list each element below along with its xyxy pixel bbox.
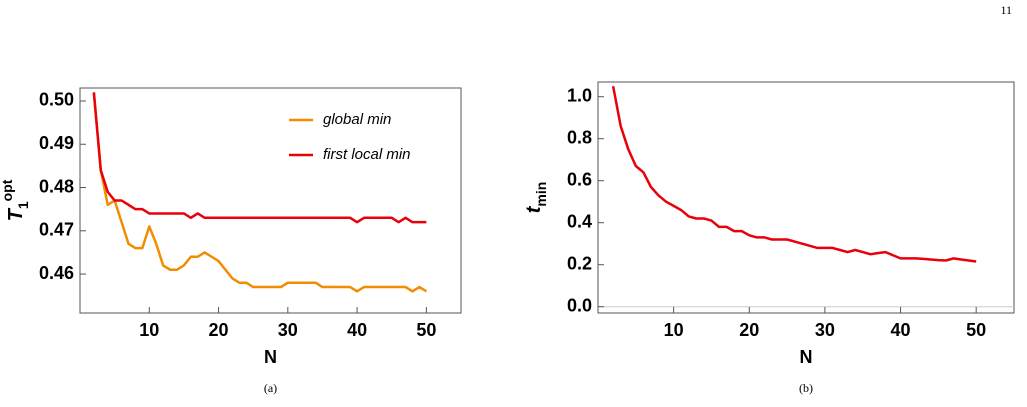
line-series	[92, 92, 428, 293]
y-tick-label: 0.47	[39, 220, 74, 240]
y-label-sup: opt	[0, 179, 15, 201]
x-tick-label: 20	[209, 320, 229, 340]
caption: (a)	[264, 381, 277, 395]
plot-frame	[597, 81, 1015, 314]
page-number: 11	[1000, 3, 1012, 17]
x-tick-label: 30	[278, 320, 298, 340]
x-tick-label: 20	[739, 320, 759, 340]
x-tick-label: 10	[139, 320, 159, 340]
legend-label: global min	[323, 111, 391, 128]
x-axis-label: N	[264, 347, 277, 367]
y-label-main: T	[5, 207, 27, 221]
y-tick-label: 0.6	[567, 169, 592, 189]
x-tick-label: 40	[891, 320, 911, 340]
line-series	[611, 85, 977, 263]
y-axis-label: tmin	[523, 182, 549, 214]
y-tick-label: 1.0	[567, 85, 592, 105]
y-tick-label: 0.0	[567, 295, 592, 315]
y-tick-label: 0.4	[567, 211, 592, 231]
y-axis-label: T1opt	[0, 179, 31, 221]
y-tick-label: 0.46	[39, 263, 74, 283]
x-tick-label: 30	[815, 320, 835, 340]
y-label-sub: 1	[15, 201, 31, 209]
caption: (b)	[799, 381, 813, 395]
y-label-main: t	[523, 205, 545, 213]
y-tick-label: 0.50	[39, 90, 74, 110]
x-tick-label: 10	[664, 320, 684, 340]
legend-label: first local min	[323, 146, 411, 163]
y-tick-label: 0.49	[39, 133, 74, 153]
line-series	[92, 92, 427, 224]
y-tick-label: 0.2	[567, 253, 592, 273]
x-tick-label: 50	[966, 320, 986, 340]
y-label-sub: min	[533, 182, 549, 207]
x-tick-label: 50	[416, 320, 436, 340]
y-tick-label: 0.48	[39, 176, 74, 196]
x-tick-label: 40	[347, 320, 367, 340]
plot-frame	[79, 87, 462, 314]
y-tick-label: 0.8	[567, 127, 592, 147]
x-axis-label: N	[800, 347, 813, 367]
